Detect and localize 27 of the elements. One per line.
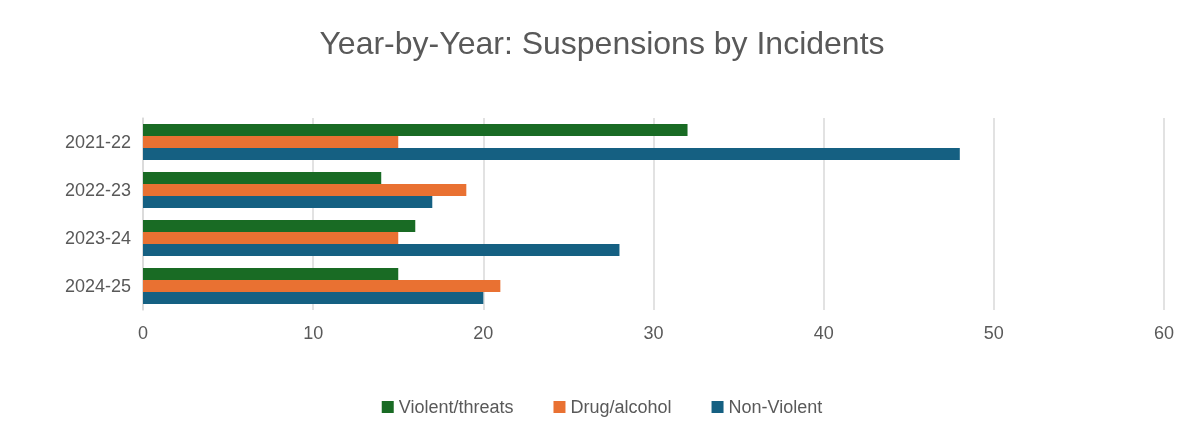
x-tick-label: 40 (813, 323, 834, 343)
y-tick-label: 2022-23 (64, 180, 131, 200)
bar (143, 292, 484, 304)
bar (143, 148, 960, 160)
y-tick-label: 2024-25 (64, 276, 131, 296)
bar (143, 196, 433, 208)
x-tick-label: 50 (983, 323, 1004, 343)
bar (143, 280, 501, 292)
x-tick-label: 30 (643, 323, 664, 343)
x-tick-label: 60 (1153, 323, 1175, 343)
legend-label: Drug/alcohol (570, 397, 672, 417)
chart-title: Year-by-Year: Suspensions by Incidents (319, 25, 885, 61)
bar (143, 172, 382, 184)
bar (143, 220, 416, 232)
bar (143, 244, 620, 256)
legend-label: Violent/threats (398, 397, 514, 417)
bar (143, 268, 399, 280)
bar (143, 124, 688, 136)
y-tick-label: 2021-22 (64, 132, 131, 152)
x-tick-label: 20 (473, 323, 494, 343)
bar (143, 232, 399, 244)
x-tick-label: 10 (303, 323, 324, 343)
x-tick-label: 0 (137, 323, 149, 343)
bar (143, 184, 467, 196)
y-tick-label: 2023-24 (64, 228, 131, 248)
bar (143, 136, 399, 148)
legend-label: Non-Violent (728, 397, 823, 417)
